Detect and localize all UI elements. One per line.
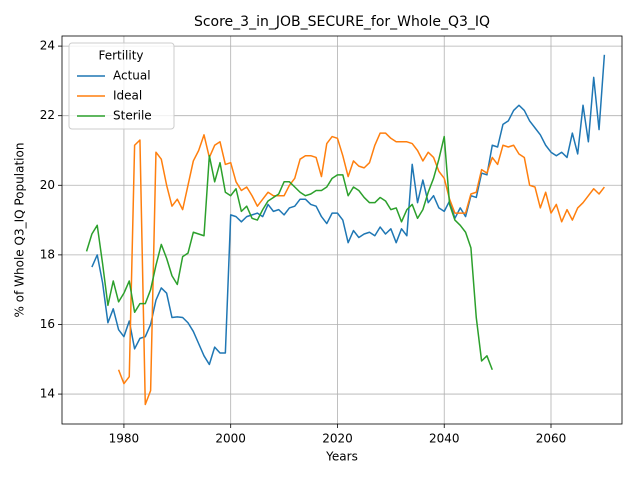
y-tick-label: 20: [40, 178, 55, 192]
line: [91, 54, 606, 366]
legend-label: Sterile: [113, 109, 152, 123]
legend-title: Fertility: [98, 49, 143, 63]
chart-title: Score_3_in_JOB_SECURE_for_Whole_Q3_IQ: [194, 14, 490, 30]
x-axis-label: Years: [325, 450, 358, 464]
x-tick-label: 2000: [215, 432, 246, 446]
y-tick-label: 18: [40, 247, 55, 261]
y-tick-label: 22: [40, 108, 55, 122]
plot-frame: [61, 35, 623, 425]
line: [117, 132, 605, 406]
line: [85, 135, 493, 370]
x-tick-label: 2020: [322, 432, 353, 446]
y-axis-label: % of Whole Q3_IQ Population: [13, 143, 27, 318]
y-tick-label: 14: [40, 387, 55, 401]
x-tick-label: 2040: [429, 432, 460, 446]
x-tick-label: 2060: [536, 432, 567, 446]
y-tick-label: 16: [40, 317, 55, 331]
x-tick-label: 1980: [109, 432, 140, 446]
legend-label: Ideal: [113, 89, 142, 103]
legend-label: Actual: [113, 69, 151, 83]
y-tick-label: 24: [40, 39, 55, 53]
legend-box: [68, 42, 175, 130]
